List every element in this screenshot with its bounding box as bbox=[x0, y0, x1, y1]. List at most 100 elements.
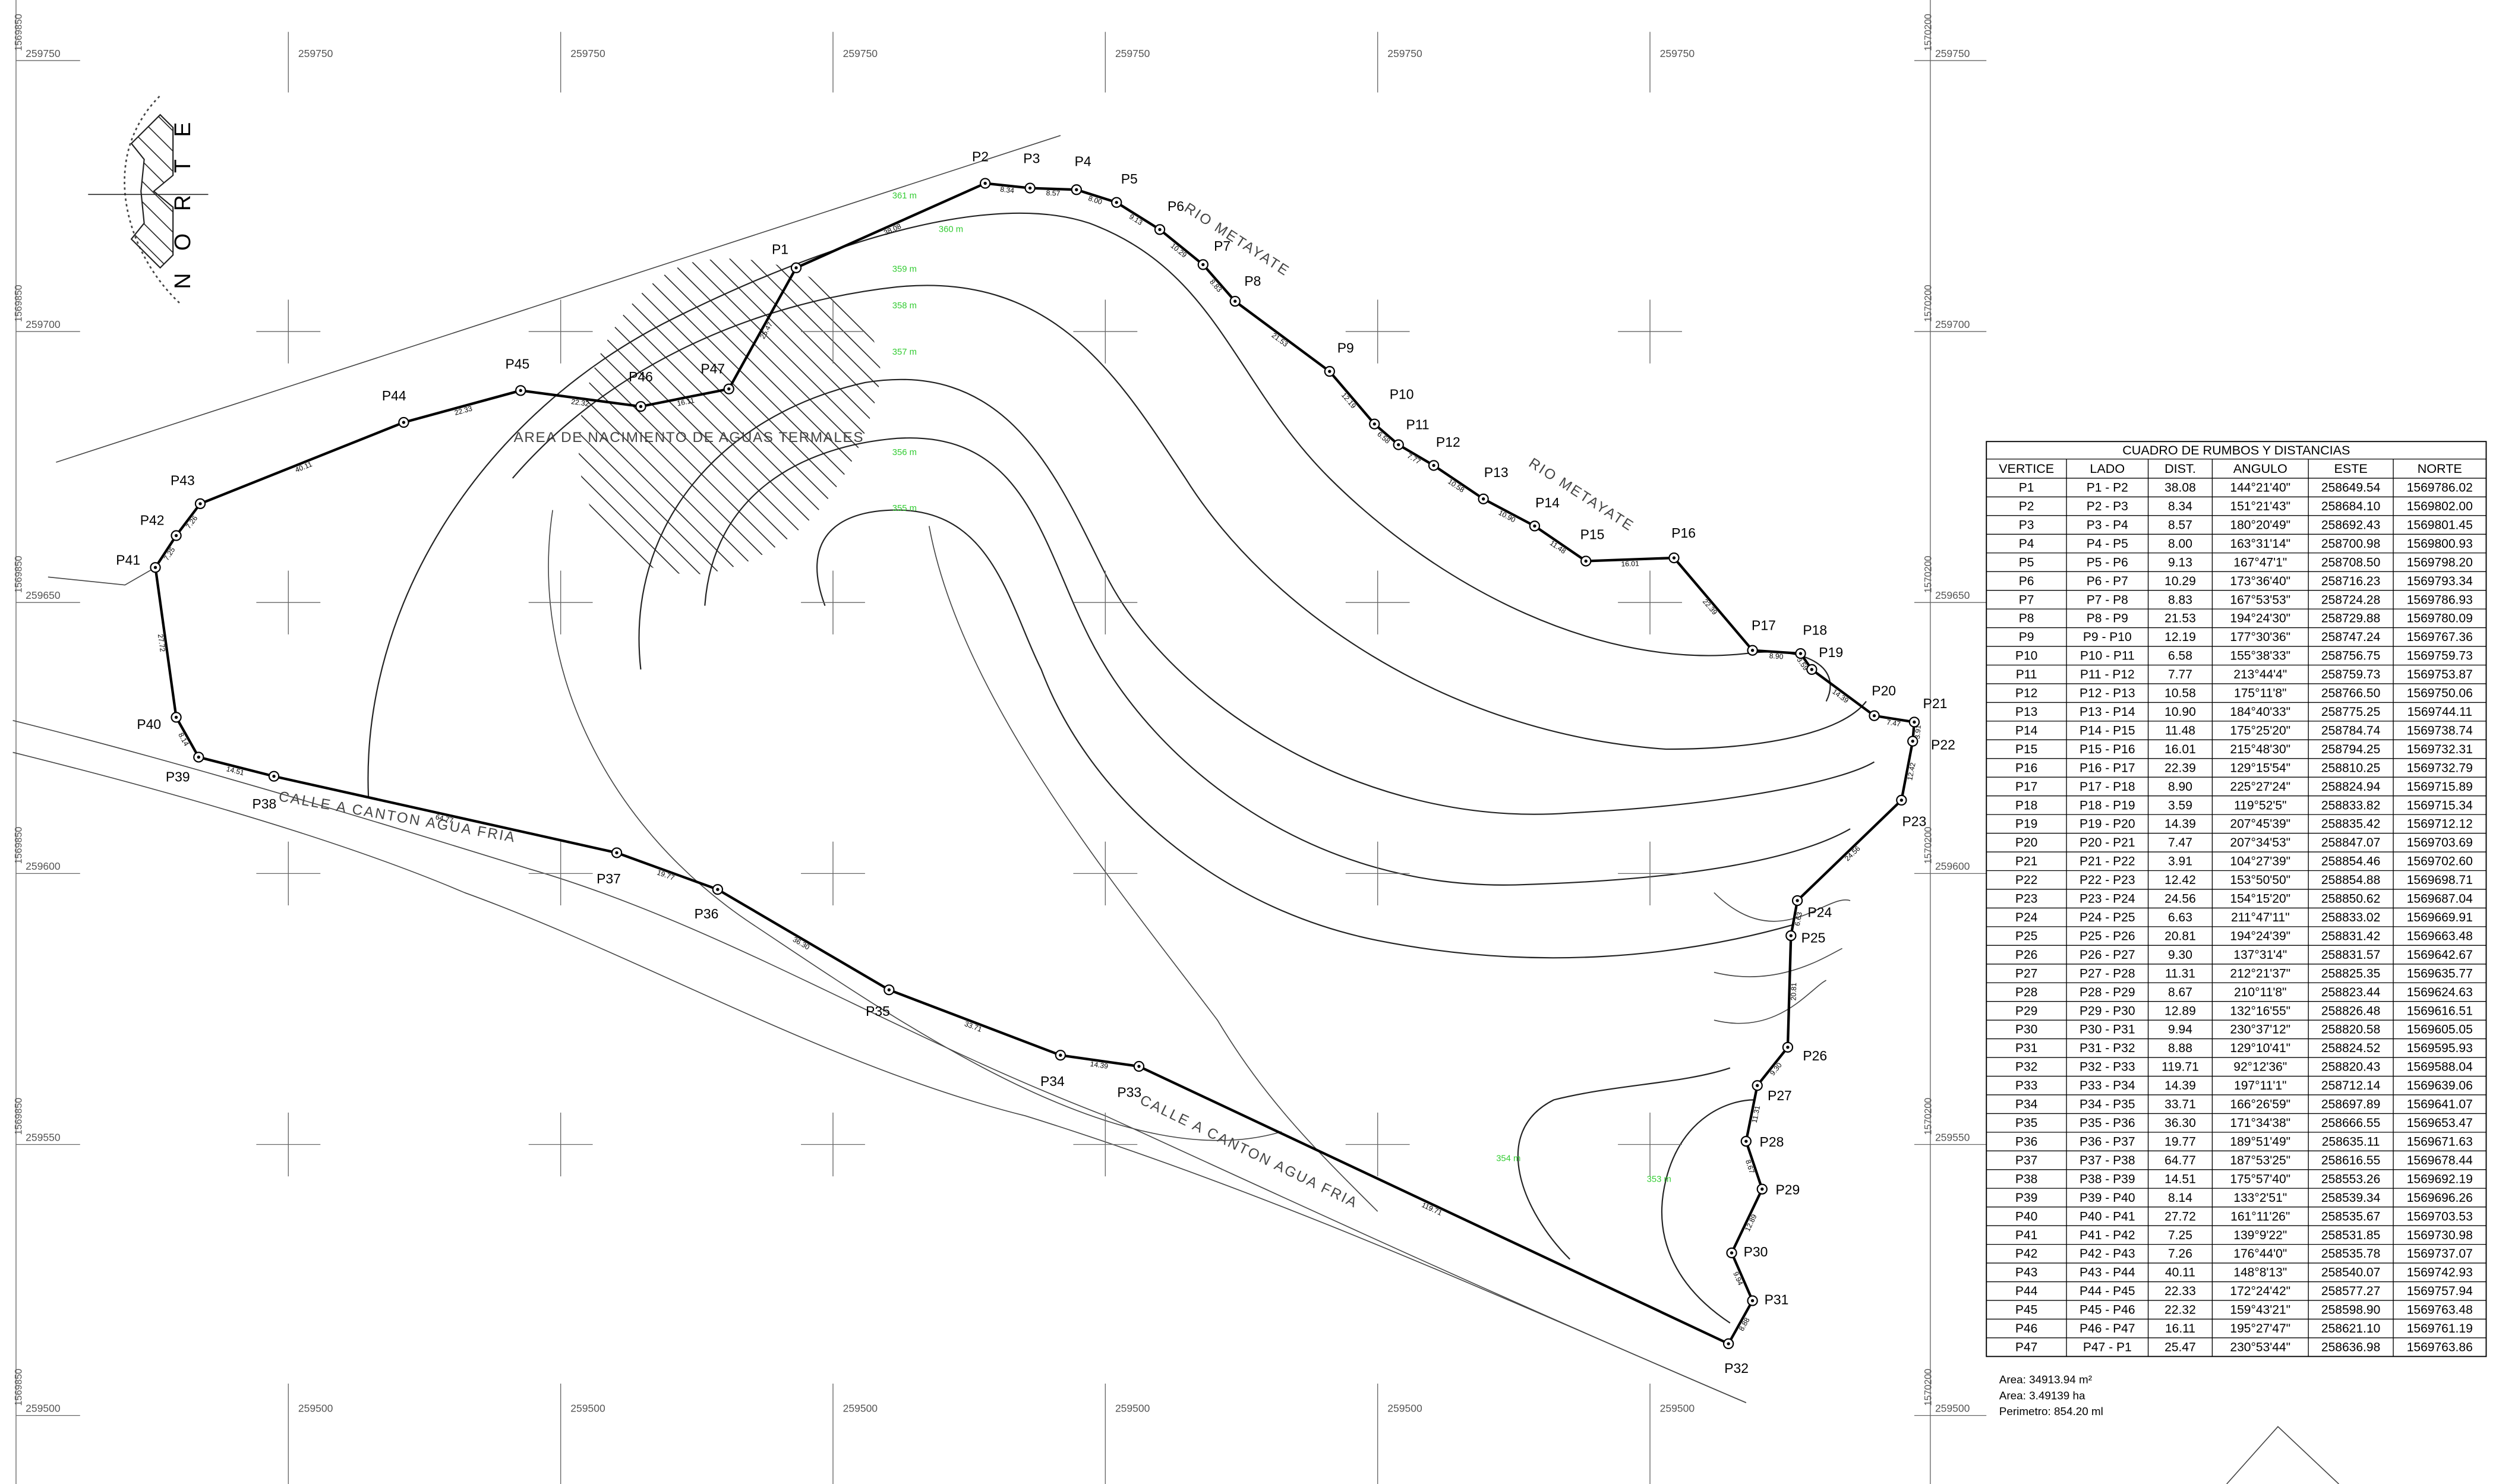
table-cell: 1569738.74 bbox=[2407, 724, 2473, 738]
vertex-dot bbox=[1900, 798, 1903, 801]
table-cell: 1569761.19 bbox=[2407, 1322, 2473, 1335]
vertex-dot bbox=[1799, 652, 1802, 655]
table-cell: 258766.50 bbox=[2321, 687, 2380, 700]
grid-label: 259500 bbox=[843, 1403, 878, 1414]
table-cell: P31 bbox=[2015, 1041, 2037, 1055]
vertex-dot bbox=[1158, 228, 1161, 231]
vertex-label: P44 bbox=[382, 388, 406, 403]
table-cell: P39 - P40 bbox=[2080, 1191, 2135, 1205]
segment-distance: 8.90 bbox=[1769, 652, 1784, 661]
vertex-dot bbox=[1756, 1084, 1759, 1087]
table-cell: 1569703.53 bbox=[2407, 1210, 2473, 1223]
table-cell: 1569595.93 bbox=[2407, 1041, 2473, 1055]
table-cell: P46 bbox=[2015, 1322, 2037, 1335]
table-cell: P26 bbox=[2015, 948, 2037, 962]
table-cell: 258831.42 bbox=[2321, 930, 2380, 943]
table-header: ANGULO bbox=[2233, 462, 2287, 476]
table-cell: P27 - P28 bbox=[2080, 967, 2135, 980]
survey-plan: NORTE RIO METAYATE RIO METAYATE CALLE A … bbox=[0, 0, 2499, 1484]
vertex-label: P16 bbox=[1671, 525, 1696, 541]
table-cell: 22.33 bbox=[2164, 1284, 2196, 1298]
table-cell: 258759.73 bbox=[2321, 668, 2380, 681]
compass-word: NORTE bbox=[170, 100, 195, 289]
table-cell: 10.90 bbox=[2164, 705, 2196, 719]
contour-label: 359 m bbox=[892, 264, 917, 274]
table-cell: 12.89 bbox=[2164, 1004, 2196, 1018]
table-cell: 159°43'21" bbox=[2230, 1303, 2290, 1317]
table-cell: 38.08 bbox=[2164, 481, 2196, 495]
northing-label: 1570200 bbox=[1923, 1369, 1933, 1406]
vertex-label: P37 bbox=[597, 871, 621, 886]
table-cell: P3 - P4 bbox=[2087, 518, 2128, 532]
table-cell: 225°27'24" bbox=[2230, 780, 2290, 794]
table-cell: P10 - P11 bbox=[2080, 649, 2135, 663]
vertex-label: P30 bbox=[1744, 1244, 1768, 1259]
table-cell: P9 - P10 bbox=[2083, 630, 2132, 644]
vertex-label: P26 bbox=[1803, 1048, 1827, 1063]
table-cell: 1569624.63 bbox=[2407, 986, 2473, 999]
table-cell: 7.77 bbox=[2168, 668, 2192, 681]
table-cell: 9.13 bbox=[2168, 555, 2192, 569]
table-cell: P28 - P29 bbox=[2080, 986, 2135, 999]
table-cell: P8 bbox=[2019, 612, 2034, 626]
grid-label: 259750 bbox=[1660, 48, 1695, 59]
table-cell: P20 bbox=[2015, 836, 2037, 850]
table-cell: 8.00 bbox=[2168, 537, 2192, 551]
table-cell: 1569750.06 bbox=[2407, 687, 2473, 700]
table-header: LADO bbox=[2090, 462, 2125, 476]
table-cell: P36 - P37 bbox=[2080, 1135, 2135, 1149]
table-cell: P23 - P24 bbox=[2080, 892, 2135, 906]
table-cell: P20 - P21 bbox=[2080, 836, 2135, 850]
table-cell: 187°53'25" bbox=[2230, 1154, 2290, 1167]
table-cell: P21 bbox=[2015, 855, 2037, 869]
table-cell: 1569703.69 bbox=[2407, 836, 2473, 850]
grid-label: 259750 bbox=[1115, 48, 1150, 59]
table-cell: 258825.35 bbox=[2321, 967, 2380, 980]
table-cell: 1569639.06 bbox=[2407, 1079, 2473, 1093]
table-cell: 258824.52 bbox=[2321, 1041, 2380, 1055]
table-cell: 1569698.71 bbox=[2407, 873, 2473, 887]
table-cell: P11 - P12 bbox=[2080, 668, 2135, 681]
table-cell: 1569715.89 bbox=[2407, 780, 2473, 794]
table-cell: 155°38'33" bbox=[2230, 649, 2290, 663]
vertex-dot bbox=[888, 989, 891, 992]
vertex-label: P35 bbox=[866, 1003, 890, 1019]
table-cell: P29 - P30 bbox=[2080, 1004, 2135, 1018]
table-cell: P26 - P27 bbox=[2080, 948, 2135, 962]
table-cell: P24 - P25 bbox=[2080, 911, 2135, 924]
vertex-dot bbox=[1432, 464, 1435, 467]
northing-label: 1569850 bbox=[14, 285, 24, 322]
table-cell: 258700.98 bbox=[2321, 537, 2380, 551]
table-title: CUADRO DE RUMBOS Y DISTANCIAS bbox=[2122, 443, 2350, 457]
table-cell: 1569605.05 bbox=[2407, 1023, 2473, 1037]
table-cell: 22.39 bbox=[2164, 761, 2196, 775]
table-cell: 1569641.07 bbox=[2407, 1098, 2473, 1112]
table-cell: P45 bbox=[2015, 1303, 2037, 1317]
table-cell: 184°40'33" bbox=[2230, 705, 2290, 719]
table-cell: 40.11 bbox=[2165, 1266, 2195, 1280]
table-cell: P45 - P46 bbox=[2080, 1303, 2135, 1317]
table-cell: 258692.43 bbox=[2321, 518, 2380, 532]
vertex-label: P6 bbox=[1168, 198, 1184, 214]
table-cell: 22.32 bbox=[2164, 1303, 2196, 1317]
table-cell: 258598.90 bbox=[2321, 1303, 2380, 1317]
table-cell: 180°20'49" bbox=[2230, 518, 2290, 532]
vertex-dot bbox=[1533, 525, 1536, 528]
table-cell: 1569732.31 bbox=[2407, 743, 2473, 756]
area-sqm: Area: 34913.94 m² bbox=[1999, 1374, 2092, 1386]
vertex-dot bbox=[1328, 370, 1331, 372]
table-cell: 8.57 bbox=[2168, 518, 2192, 532]
table-cell: 1569653.47 bbox=[2407, 1116, 2473, 1130]
table-cell: 1569616.51 bbox=[2407, 1004, 2473, 1018]
grid-label: 259750 bbox=[1387, 48, 1422, 59]
table-cell: P32 - P33 bbox=[2080, 1060, 2135, 1074]
grid-label: 259600 bbox=[1935, 860, 1970, 872]
table-cell: 258784.74 bbox=[2321, 724, 2381, 738]
grid-label: 259500 bbox=[1935, 1403, 1970, 1414]
vertex-dot bbox=[1727, 1342, 1730, 1345]
table-cell: 21.53 bbox=[2164, 612, 2196, 626]
table-cell: 8.34 bbox=[2168, 500, 2192, 513]
table-cell: 14.51 bbox=[2164, 1172, 2196, 1186]
table-cell: 194°24'30" bbox=[2230, 612, 2290, 626]
vertex-dot bbox=[1911, 740, 1914, 743]
